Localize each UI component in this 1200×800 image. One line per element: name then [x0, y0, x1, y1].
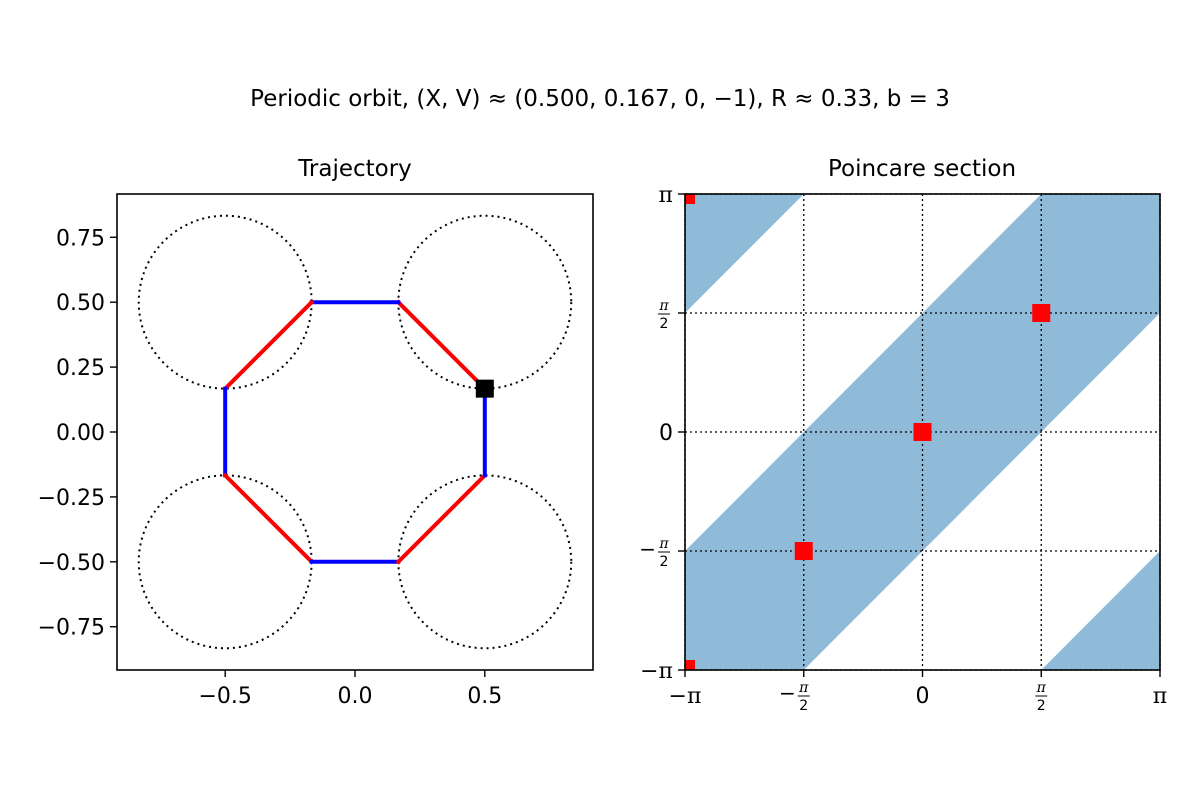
trajectory-ytick-label-4: −0.25: [38, 486, 105, 511]
poincare-point-1: [913, 423, 932, 441]
obstacle-circle-1: [397, 214, 573, 390]
poincare-point-3: [685, 194, 695, 204]
trajectory-ytick-label-2: 0.25: [56, 356, 105, 381]
figure-suptitle: Periodic orbit, (X, V) ≈ (0.500, 0.167, …: [250, 86, 950, 112]
poincare-xtick-label-3-den: 2: [1037, 698, 1046, 714]
poincare-xtick-label-1-sign: −: [779, 681, 796, 705]
poincare-point-2: [1032, 304, 1051, 322]
poincare-ytick-label-1-num: π: [658, 298, 669, 314]
poincare-xtick-label-0: −π: [669, 684, 702, 709]
poincare-xtick-label-1-num: π: [798, 680, 809, 696]
poincare-point-4: [685, 660, 695, 670]
trajectory-ytick-label-5: −0.50: [38, 551, 105, 576]
obstacle-circle-3: [397, 474, 573, 650]
trajectory-xtick-label-0: −0.5: [198, 684, 251, 709]
trajectory-ytick-label-1: 0.50: [56, 291, 105, 316]
poincare-ytick-label-4: −π: [640, 659, 673, 684]
poincare-ytick-label-0: π: [659, 183, 673, 208]
poincare-region-2: [1041, 551, 1160, 670]
poincare-point-0: [794, 542, 813, 560]
trajectory-title: Trajectory: [297, 156, 412, 182]
trajectory-axes-frame: [116, 193, 594, 671]
poincare-ytick-label-3-sign: −: [639, 537, 656, 561]
poincare-region-0: [685, 194, 804, 313]
poincare-plot-area: [684, 193, 1161, 671]
poincare-xtick-label-3: π2: [1035, 680, 1048, 714]
poincare-xtick-label-3-num: π: [1036, 680, 1047, 696]
obstacle-circle-0: [137, 214, 313, 390]
trajectory-plot-area: [137, 214, 573, 650]
poincare-xtick-label-4: π: [1153, 684, 1167, 709]
trajectory-axes: −0.5 0.0 0.5 0.75 0.50 0.25 0.00 −0.25 −0.50 −0.7…: [38, 226, 503, 709]
trajectory-segment-0: [395, 299, 488, 392]
trajectory-xtick-label-1: 0.0: [338, 684, 373, 709]
poincare-xtick-label-1: − π 2: [779, 680, 810, 714]
trajectory-xtick-label-2: 0.5: [467, 684, 502, 709]
obstacle-circle-2: [137, 474, 313, 650]
poincare-ytick-label-2: 0: [659, 421, 673, 446]
poincare-title: Poincare section: [828, 156, 1016, 182]
poincare-xtick-label-2: 0: [916, 684, 930, 709]
poincare-ytick-label-3-num: π: [658, 536, 669, 552]
trajectory-start-marker: [475, 379, 494, 398]
poincare-xtick-label-1-den: 2: [799, 698, 808, 714]
trajectory-ytick-label-6: −0.75: [38, 616, 105, 641]
trajectory-segment-4: [222, 472, 315, 565]
poincare-ytick-label-1-den: 2: [660, 316, 669, 332]
poincare-ytick-label-3: − π 2: [639, 536, 670, 570]
trajectory-ytick-label-3: 0.00: [56, 421, 105, 446]
trajectory-ytick-label-0: 0.75: [56, 226, 105, 251]
poincare-ytick-label-1: π2: [658, 298, 670, 332]
trajectory-segment-6: [395, 472, 488, 565]
poincare-ytick-label-3-den: 2: [660, 554, 669, 570]
trajectory-segment-2: [222, 299, 315, 392]
